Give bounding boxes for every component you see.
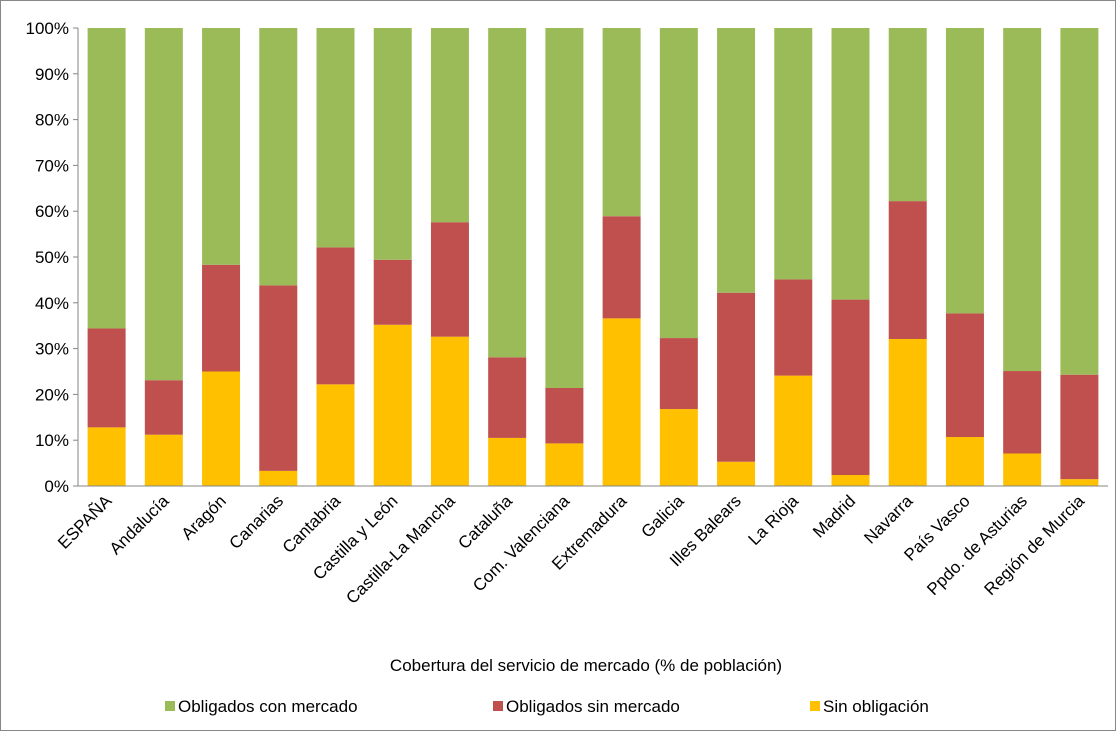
bar-segment [1003,28,1042,372]
bar-segment [659,338,698,410]
legend-label: Sin obligación [823,697,929,716]
bar-segment [774,375,813,486]
bar-segment [1060,28,1099,375]
bar-segment [945,28,984,314]
bar-segment [831,28,870,300]
bar-segment [717,461,756,486]
y-tick-label: 40% [35,294,69,313]
bar-segment [659,28,698,339]
bar-segment [545,387,584,444]
bar-segment [602,28,641,217]
bar-segment [202,371,241,486]
bar-segment [202,264,241,372]
bar-segment [945,436,984,486]
bar-segment [831,475,870,486]
bar-segment [659,409,698,486]
bar-segment [545,28,584,388]
y-tick-label: 20% [35,385,69,404]
bar-segment [1060,374,1099,480]
bar-segment [87,427,126,486]
bar-segment [373,324,412,486]
bar-segment [831,299,870,476]
bar-segment [488,437,527,486]
bar-segment [888,338,927,486]
y-tick-label: 80% [35,111,69,130]
y-tick-label: 70% [35,156,69,175]
axes-group [77,28,1108,487]
bar-segment [144,380,183,435]
bar-segment [202,28,241,265]
bar-segment [430,222,469,337]
bar-segment [316,384,355,486]
y-axis-ticks: 0% 10% 20% 30% 40% 50% 60% 70% 80% 90% 100% [26,19,78,496]
legend-swatch [810,701,820,711]
bar-segment [144,28,183,381]
y-tick-label: 60% [35,202,69,221]
y-tick-label: 50% [35,248,69,267]
y-tick-label: 30% [35,340,69,359]
bar-segment [1003,371,1042,454]
bar-segment [774,279,813,376]
bar-segment [602,216,641,319]
y-tick-label: 90% [35,65,69,84]
bar-segment [888,201,927,339]
bar-segment [717,28,756,293]
legend: Obligados con mercado Obligados sin merca… [165,697,929,716]
bar-segment [87,328,126,428]
bar-segment [144,434,183,486]
bar-segment [488,28,527,358]
bar-segment [888,28,927,202]
bar-segment [602,318,641,486]
y-tick-label: 100% [26,19,69,38]
bars-group [87,28,1099,486]
bar-segment [373,259,412,325]
bar-segment [945,313,984,437]
bar-segment [316,28,355,248]
bar-segment [259,470,298,486]
bar-segment [545,443,584,486]
bar-segment [259,285,298,471]
legend-swatch [165,701,175,711]
legend-label: Obligados sin mercado [506,697,680,716]
legend-swatch [493,701,503,711]
bar-segment [488,357,527,438]
bar-segment [1003,453,1042,486]
y-tick-label: 0% [44,477,69,496]
bar-segment [87,28,126,329]
bar-segment [259,28,298,286]
bar-segment [373,28,412,260]
y-tick-label: 10% [35,431,69,450]
bar-segment [430,28,469,223]
x-axis-title: Cobertura del servicio de mercado (% de … [390,656,782,675]
bar-segment [717,292,756,462]
bar-segment [1060,479,1099,486]
legend-label: Obligados con mercado [178,697,358,716]
bar-segment [316,247,355,385]
bar-segment [774,28,813,280]
bar-segment [430,336,469,486]
